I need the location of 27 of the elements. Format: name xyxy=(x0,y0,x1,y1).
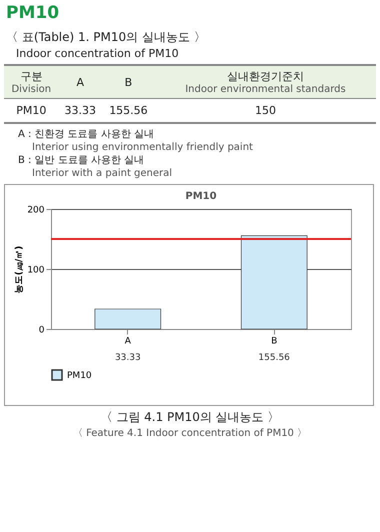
text: A xyxy=(58,65,102,98)
text: 〈 그림 4.1 PM10의 실내농도 〉 xyxy=(99,409,280,426)
y-tick-label: 200 xyxy=(27,206,45,216)
text: PM10 xyxy=(4,98,59,123)
text: Indoor environmental standards xyxy=(184,84,347,95)
text: 실내환경기준치 xyxy=(226,69,305,84)
text: 33.33 xyxy=(58,98,102,123)
text: 〈 Feature 4.1 Indoor concentration of PM10 〉 xyxy=(72,427,308,440)
chart-title: PM10 xyxy=(185,191,217,202)
data-label: 155.56 xyxy=(258,353,290,363)
text: Interior with a paint general xyxy=(31,167,174,180)
text: 150 xyxy=(154,98,376,123)
text: Indoor concentration of PM10 xyxy=(15,46,180,62)
legend-label: PM10 xyxy=(67,371,92,381)
text: Interior using environmentally friendly paint xyxy=(31,141,254,154)
text: 〈 표(Table) 1. PM10의 실내농도 〉 xyxy=(5,29,207,46)
text: B xyxy=(102,65,155,98)
text: B : 일반 도료를 사용한 실내 xyxy=(18,154,146,167)
y-tick-label: 100 xyxy=(27,266,45,276)
y-tick-label: 0 xyxy=(38,326,45,336)
text: PM10 xyxy=(5,2,60,23)
text: 구분 xyxy=(19,69,44,84)
text: Division xyxy=(10,84,52,95)
text: A : 친환경 도료를 사용한 실내 xyxy=(18,128,156,141)
data-label: 33.33 xyxy=(114,353,141,363)
y-axis-title: 농도(㎍/㎥) xyxy=(14,246,24,294)
text: 155.56 xyxy=(102,98,155,123)
